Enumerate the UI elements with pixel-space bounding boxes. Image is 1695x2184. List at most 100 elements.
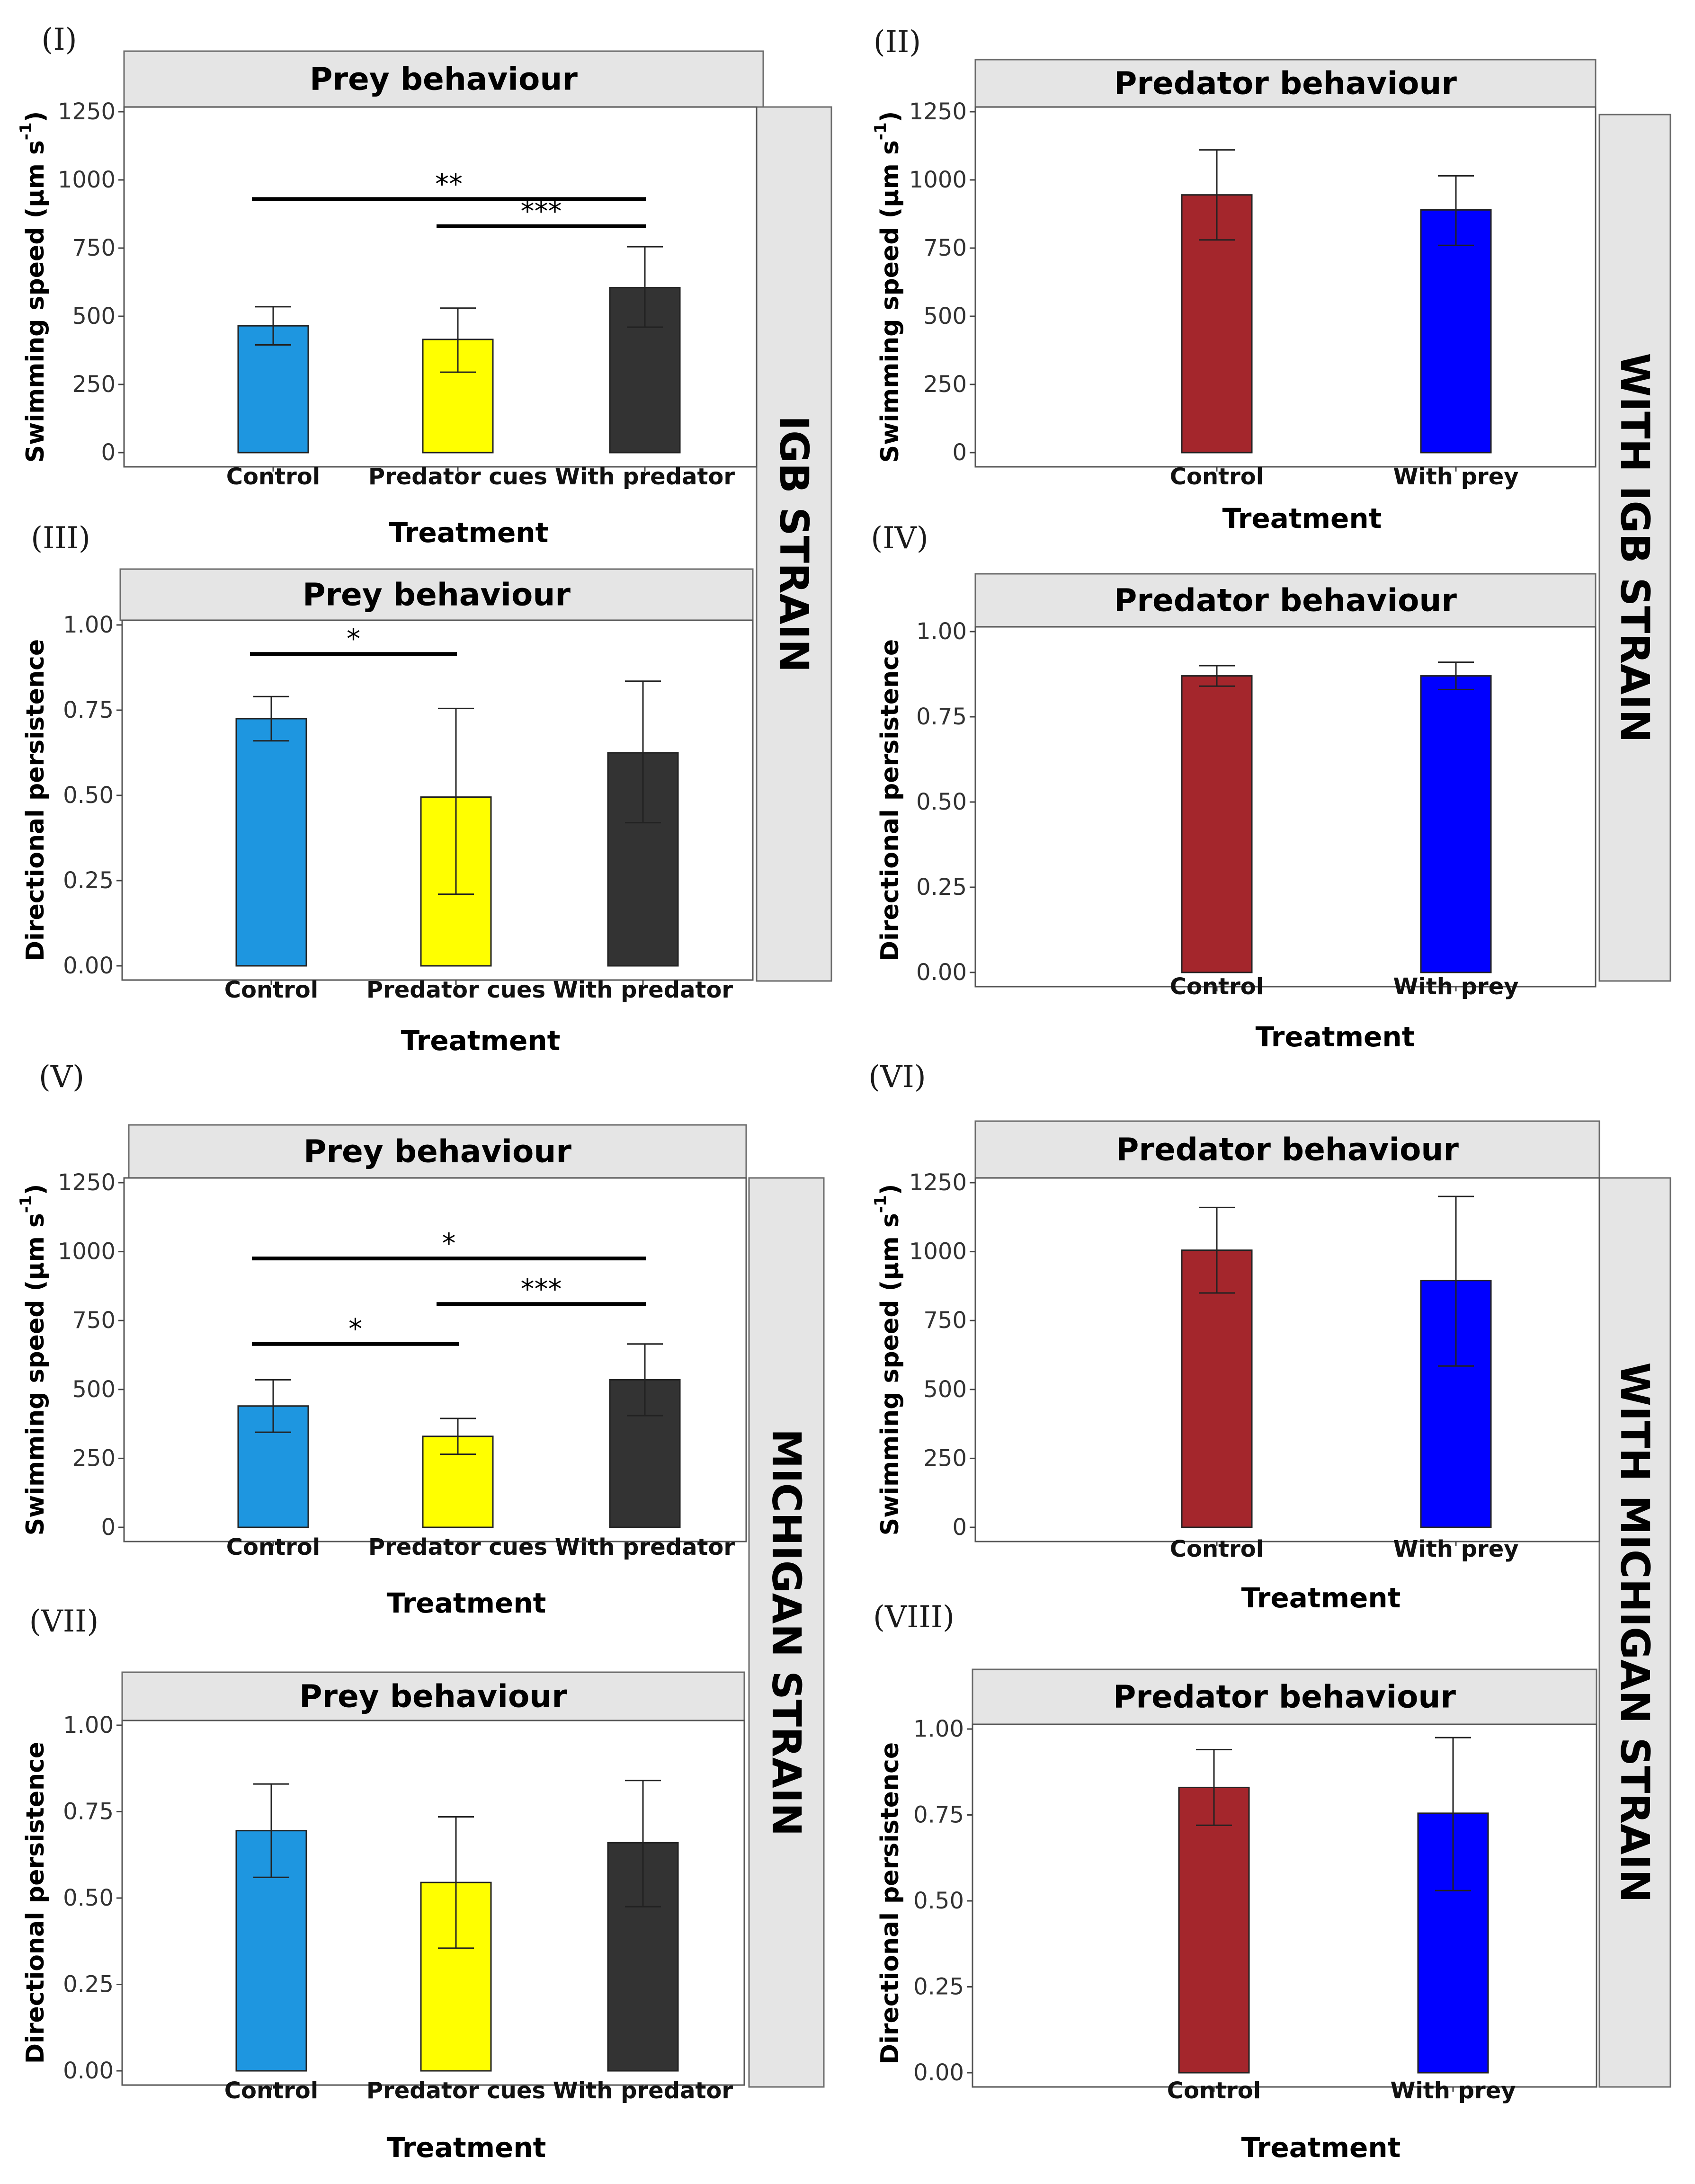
side-strip-with-igb: WITH IGB STRAIN (1598, 114, 1671, 982)
side-strip-with-michigan-bg (1598, 1177, 1671, 2088)
y-tick-label: 250 (923, 371, 967, 398)
bar (235, 718, 307, 967)
x-tick-label: With predator (555, 1534, 735, 1560)
y-axis-label: Swimming speed (μm s-1) (17, 1184, 50, 1536)
x-tick-label: Control (1170, 1536, 1264, 1562)
title-strip (974, 573, 1597, 628)
side-strip-with-igb-bg (1598, 114, 1671, 982)
x-tick-label: Predator cues (368, 1534, 547, 1560)
bar (1178, 1786, 1250, 2074)
y-tick-label: 0.50 (63, 1885, 114, 1911)
chart-title: Predator behaviour (1114, 65, 1457, 102)
y-tick-label: 0.50 (913, 1888, 964, 1914)
y-tick-label: 0.75 (916, 704, 967, 730)
y-axis-label: Directional persistence (876, 639, 904, 961)
panel-v: (V) Prey behaviour 0 250 500 750 1000 1250 Swimm… (17, 1060, 747, 1619)
x-axis-label: Treatment (1241, 2131, 1401, 2164)
side-strip-with-michigan-label: WITH MICHIGAN STRAIN (1612, 1362, 1658, 1902)
chart-title: Predator behaviour (1116, 1132, 1459, 1168)
x-tick-label: With predator (555, 464, 735, 490)
title-strip (972, 1668, 1597, 1725)
y-tick-label: 0.00 (913, 2059, 964, 2086)
side-strip-igb-label: IGB STRAIN (771, 416, 817, 673)
x-tick-label: With predator (553, 977, 733, 1003)
x-tick-label: Predator cues (366, 2077, 545, 2104)
y-tick-label: 500 (72, 1376, 116, 1403)
y-tick-label: 0.75 (63, 697, 114, 723)
side-strip-michigan-label: MICHIGAN STRAIN (763, 1429, 810, 1836)
plot-area (974, 1177, 1600, 1542)
y-tick-label: 0.50 (63, 782, 114, 809)
y-tick-label: 0 (952, 439, 967, 466)
significance-label: *** (521, 1273, 562, 1305)
y-tick-label: 1000 (909, 167, 967, 193)
panel-label: (IV) (871, 521, 928, 556)
title-strip (974, 1120, 1600, 1179)
y-tick-label: 1250 (58, 1169, 116, 1196)
y-tick-label: 0.50 (916, 789, 967, 815)
y-axis-label: Swimming speed (μm s-1) (871, 111, 904, 463)
significance-label: * (347, 623, 360, 655)
panel-vi: (VI) Predator behaviour 0 250 500 750 1000 1250… (868, 1060, 1600, 1614)
x-tick-label: Control (226, 464, 320, 490)
chart-title: Prey behaviour (303, 1133, 571, 1170)
side-strip-michigan-bg (748, 1177, 825, 2088)
y-tick-label: 750 (923, 1307, 967, 1334)
side-strip-igb-bg (756, 106, 832, 982)
y-tick-label: 1250 (909, 98, 967, 125)
y-tick-label: 1250 (909, 1169, 967, 1196)
y-tick-label: 1.00 (913, 1716, 964, 1742)
y-tick-label: 0.00 (916, 959, 967, 986)
panel-ii: (II) Predator behaviour 0 250 500 750 1000 1250… (871, 25, 1597, 535)
y-tick-label: 0.75 (63, 1799, 114, 1825)
x-tick-label: Predator cues (368, 464, 547, 490)
panel-vii: (VII) Prey behaviour 0.00 0.25 0.50 0.75 1.00 D… (21, 1604, 745, 2164)
x-tick-label: Control (1167, 2077, 1261, 2104)
x-axis-label: Treatment (387, 2131, 546, 2164)
side-strip-igb: IGB STRAIN (756, 106, 832, 982)
x-tick-label: Control (224, 2077, 318, 2104)
y-axis-label: Swimming speed (μm s-1) (871, 1184, 904, 1536)
x-tick-label: Control (1170, 464, 1264, 490)
y-tick-label: 0.25 (916, 874, 967, 900)
y-tick-label: 0.75 (913, 1802, 964, 1828)
side-strip-with-igb-label: WITH IGB STRAIN (1612, 353, 1658, 742)
panel-i: (I) Prey behaviour 0 250 500 750 1000 1250 Swimm… (17, 22, 764, 549)
x-tick-label: With prey (1390, 2077, 1516, 2104)
panel-viii: (VIII) Predator behaviour 0.00 0.25 0.50 0.75… (873, 1600, 1597, 2164)
y-tick-label: 0 (101, 1514, 116, 1541)
x-axis-label: Treatment (401, 1025, 561, 1057)
y-tick-label: 750 (72, 235, 116, 261)
panel-label: (VIII) (873, 1600, 955, 1635)
y-tick-label: 250 (923, 1445, 967, 1471)
bar (1420, 209, 1492, 454)
y-tick-label: 250 (72, 371, 116, 398)
title-strip (128, 1124, 747, 1179)
title-strip (974, 59, 1597, 108)
significance-label: *** (521, 195, 562, 227)
y-tick-label: 1.00 (63, 1712, 114, 1738)
panel-label: (VII) (29, 1604, 99, 1639)
y-tick-label: 1250 (58, 98, 116, 125)
panel-iv: (IV) Predator behaviour 0.00 0.25 0.50 0.75 1.… (871, 521, 1597, 1053)
y-tick-label: 0.25 (913, 1974, 964, 2000)
x-tick-label: With prey (1393, 973, 1518, 1000)
chart-title: Prey behaviour (303, 577, 571, 613)
side-strip-michigan: MICHIGAN STRAIN (748, 1177, 825, 2088)
y-tick-label: 0.00 (63, 953, 114, 979)
x-axis-label: Treatment (1256, 1021, 1415, 1053)
x-tick-label: Control (1170, 973, 1264, 1000)
x-axis-label: Treatment (389, 517, 549, 549)
plot-area (972, 1723, 1597, 2088)
x-tick-label: With prey (1393, 464, 1518, 490)
x-axis-label: Treatment (1222, 502, 1382, 535)
panel-label: (III) (31, 521, 90, 556)
y-axis-label: Directional persistence (21, 639, 50, 961)
y-tick-label: 500 (923, 1376, 967, 1403)
bar (1181, 1249, 1253, 1528)
significance-label: ** (435, 168, 463, 200)
x-tick-label: With prey (1393, 1536, 1518, 1562)
side-strip-with-michigan: WITH MICHIGAN STRAIN (1598, 1177, 1671, 2088)
panel-label: (II) (874, 25, 921, 60)
